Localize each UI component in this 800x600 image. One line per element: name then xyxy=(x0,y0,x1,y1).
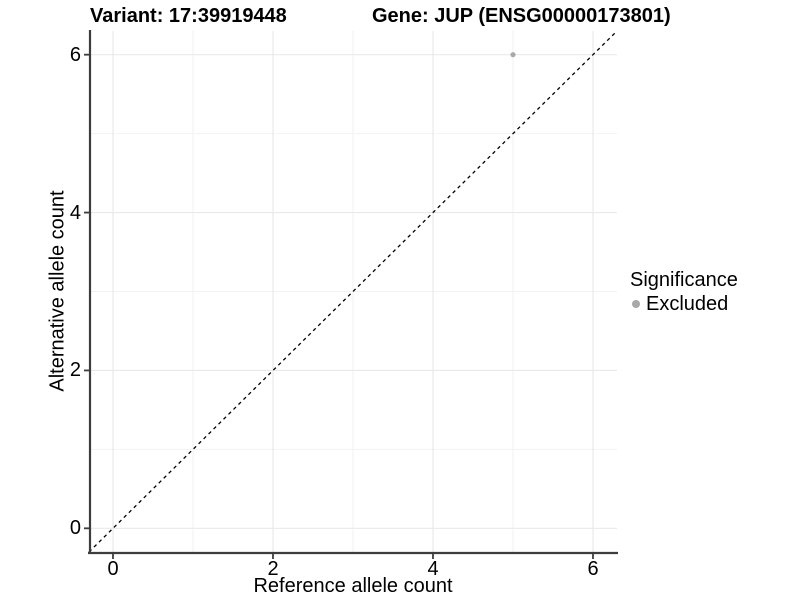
y-tick-label: 4 xyxy=(69,201,81,224)
x-tick-label: 4 xyxy=(427,558,439,580)
x-tick-label: 0 xyxy=(107,558,119,580)
gene-title: Gene: JUP (ENSG00000173801) xyxy=(372,5,671,27)
legend-marker-circle-icon xyxy=(632,300,640,308)
legend: Significance Excluded xyxy=(630,268,738,315)
variant-title: Variant: 17:39919448 xyxy=(90,5,287,27)
y-tick-label: 2 xyxy=(69,359,81,382)
scatter-point xyxy=(510,52,516,58)
x-axis-label: Reference allele count xyxy=(253,575,453,597)
legend-item: Excluded xyxy=(630,293,738,315)
legend-item-label: Excluded xyxy=(646,293,729,315)
x-tick-label: 6 xyxy=(587,558,599,580)
y-tick-label: 6 xyxy=(69,43,81,66)
y-tick-label: 0 xyxy=(69,517,81,540)
x-tick-label: 2 xyxy=(267,558,279,580)
legend-title: Significance xyxy=(630,269,738,291)
identity-line xyxy=(88,30,618,553)
